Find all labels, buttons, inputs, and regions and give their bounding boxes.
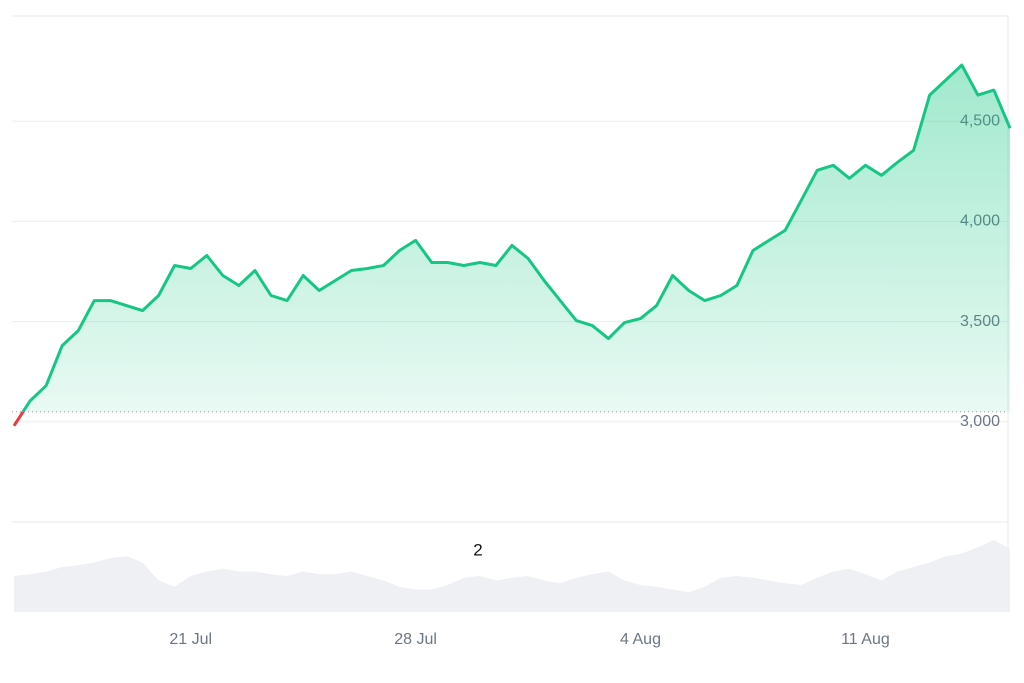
x-tick-label: 11 Aug	[841, 631, 890, 648]
y-tick-label: 3,000	[960, 413, 1000, 430]
x-tick-label: 4 Aug	[620, 631, 661, 648]
volume-area	[14, 540, 1010, 612]
x-tick-label: 28 Jul	[394, 631, 437, 648]
x-tick-label: 21 Jul	[169, 631, 212, 648]
price-line-up	[21, 63, 1012, 412]
annotation: 2	[473, 540, 482, 559]
price-area	[23, 65, 1010, 412]
